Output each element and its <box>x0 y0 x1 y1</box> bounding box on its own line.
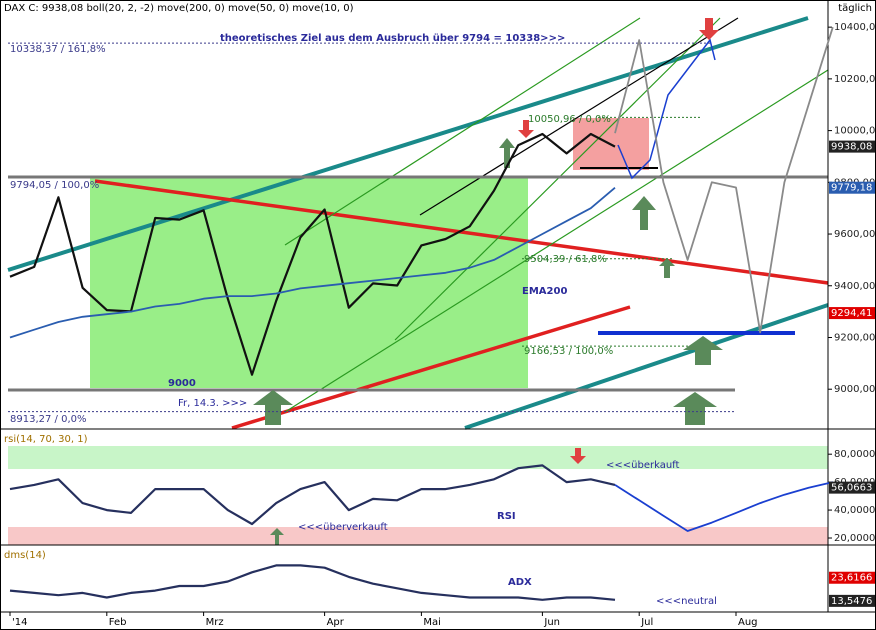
up-arrow <box>270 528 284 545</box>
price-label-box <box>829 140 875 153</box>
trendline <box>464 303 829 430</box>
series-line <box>9 187 616 339</box>
level-label: 9166,53 / 100,0% <box>524 346 613 357</box>
arrows <box>253 18 723 545</box>
y-tick-label: 9400,00 <box>834 281 875 292</box>
y-tick-label: 20,0000 <box>834 533 875 544</box>
annotation: <<<überkauft <box>606 460 680 471</box>
price-label-box <box>829 181 875 194</box>
price-label: 56,0663 <box>831 483 872 494</box>
panel: 20,000040,000060,000080,000056,0663rsi(1… <box>4 434 875 544</box>
price-label: 13,5476 <box>831 596 872 607</box>
trendlines <box>7 16 829 430</box>
trendline <box>419 17 739 216</box>
annotation: RSI <box>497 511 516 522</box>
up-arrow <box>683 336 723 365</box>
series-line <box>9 132 616 376</box>
x-tick-label: '14 <box>12 617 27 628</box>
y-tick-label: 9200,00 <box>834 332 875 343</box>
down-arrow <box>699 18 719 40</box>
level-label: 10050,96 / 0,0% <box>528 114 611 125</box>
annotation: theoretisches Ziel aus dem Ausbruch über… <box>220 33 565 44</box>
y-tick-label: 9000,00 <box>834 384 875 395</box>
trendline <box>394 17 721 341</box>
price-label: 9294,41 <box>831 308 872 319</box>
oversold-zone <box>8 527 828 545</box>
y-tick-label: 9600,00 <box>834 229 875 240</box>
level-label: 9794,05 / 100,0% <box>10 180 99 191</box>
price-label-box <box>829 481 875 494</box>
trendline <box>94 179 829 285</box>
y-tick-label: 10400,00 <box>834 22 876 33</box>
down-arrow <box>570 448 586 464</box>
series-line <box>9 564 616 601</box>
overbought-zone <box>8 446 828 469</box>
level-label: 10338,37 / 161,8% <box>10 44 106 55</box>
price-label-box <box>829 307 875 320</box>
panel-title: dms(14) <box>4 550 46 561</box>
price-label-box <box>829 594 875 607</box>
panel-title: DAX C: 9938,08 boll(20, 2, -2) move(200,… <box>4 3 354 14</box>
x-tick-label: Feb <box>109 617 127 628</box>
series-line <box>614 481 834 532</box>
series-line <box>614 26 834 334</box>
price-label-box <box>829 571 875 584</box>
up-arrow <box>499 138 515 168</box>
annotation: <<<neutral <box>656 596 717 607</box>
panel: 9000,009200,009400,009600,009800,0010000… <box>4 3 876 628</box>
annotation: <<<überverkauft <box>298 522 388 533</box>
up-arrow <box>632 196 656 230</box>
y-tick-label: 10000,00 <box>834 126 876 137</box>
up-arrow <box>673 392 717 425</box>
x-tick-label: Aug <box>738 617 758 628</box>
annotation: EMA200 <box>522 286 567 297</box>
annotation: Fr, 14.3. >>> <box>178 398 247 409</box>
trendline <box>7 16 809 272</box>
down-arrow <box>518 120 534 138</box>
trendline <box>231 305 631 430</box>
annotation: täglich <box>838 3 872 14</box>
panel: 23,6166 13,5476 dms(14) ADX <<<neutral <box>4 550 875 607</box>
up-arrow <box>253 390 293 425</box>
series-line <box>9 464 616 526</box>
projection-arrow <box>617 38 716 180</box>
price-label: 23,6166 <box>831 573 872 584</box>
trendline <box>284 17 641 246</box>
trendline <box>284 69 829 413</box>
annotation: 9000 <box>168 378 196 389</box>
annotation: ADX <box>508 577 532 588</box>
y-tick-label: 40,0000 <box>834 505 875 516</box>
up-arrow <box>659 258 675 278</box>
x-tick-label: Apr <box>327 617 345 628</box>
level-label: 9504,39 / 61,8% <box>524 254 607 265</box>
panel-title: rsi(14, 70, 30, 1) <box>4 434 88 445</box>
y-tick-label: 10200,00 <box>834 74 876 85</box>
y-tick-label: 80,0000 <box>834 449 875 460</box>
x-tick-label: Jul <box>640 617 653 628</box>
x-tick-label: Jun <box>543 617 560 628</box>
price-label: 9779,18 <box>831 183 872 194</box>
x-tick-label: Mai <box>423 617 441 628</box>
level-label: 8913,27 / 0,0% <box>10 414 86 425</box>
consolidation-zone <box>90 178 528 388</box>
price-label: 9938,08 <box>831 142 872 153</box>
x-tick-label: Mrz <box>206 617 224 628</box>
